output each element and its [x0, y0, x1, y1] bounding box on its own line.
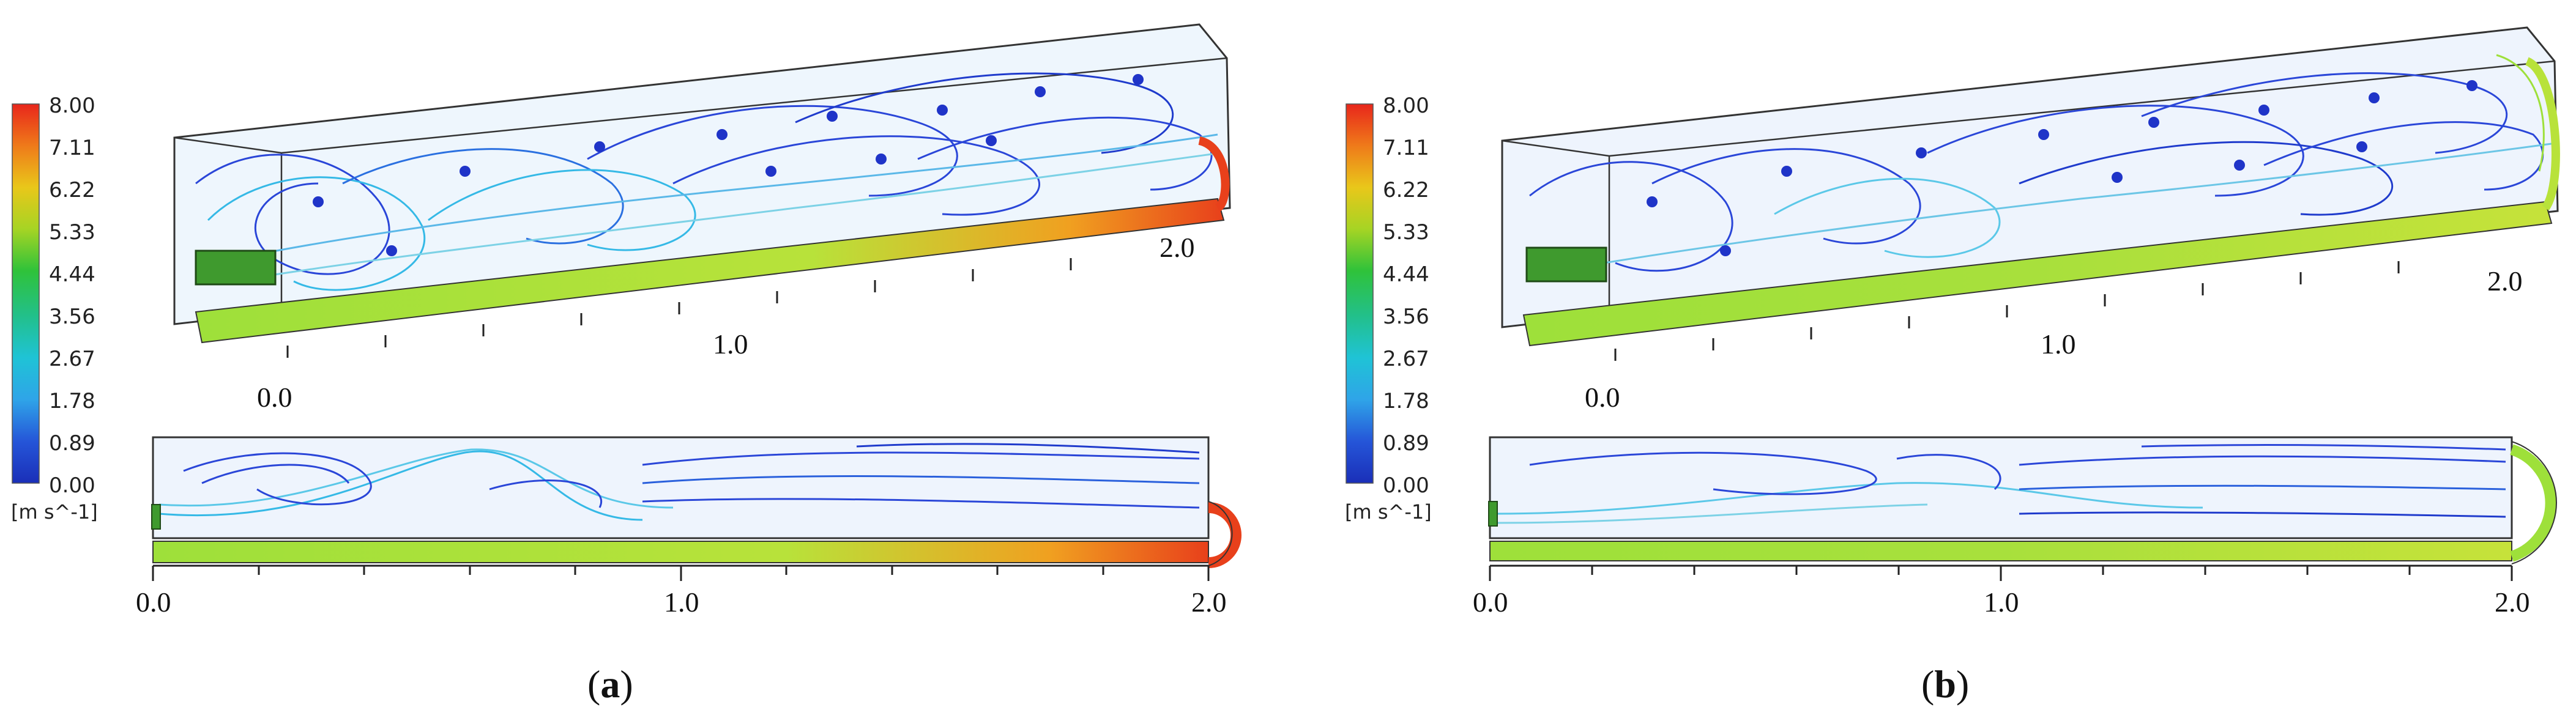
colorbar-a-tick-5: 3.56 [49, 305, 95, 329]
top-a-floor-jet [152, 541, 1209, 563]
colorbar-b-unit: [m s^-1] [1345, 500, 1432, 524]
colorbar-a-tick-1: 7.11 [49, 136, 95, 160]
iso-a-tick-0: 0.0 [257, 382, 292, 413]
colorbar-a-tick-7: 1.78 [49, 389, 95, 413]
colorbar-a-tick-3: 5.33 [49, 220, 95, 245]
iso-a-back-edge [174, 57, 1227, 312]
iso-a-floor-jet [195, 198, 1225, 344]
colorbar-b-tick-8: 0.89 [1383, 431, 1429, 456]
colorbar-a-tick-8: 0.89 [49, 431, 95, 456]
iso-b-tick-0: 0.0 [1585, 382, 1620, 413]
colorbar-a-tick-6: 2.67 [49, 347, 95, 371]
panel-b-label: (b) [1921, 662, 1969, 706]
top-b-floor-jet [1489, 541, 2512, 561]
colorbar-b-tick-0: 8.00 [1383, 94, 1429, 118]
top-b-axis [1489, 564, 2513, 581]
colorbar-b-tick-7: 1.78 [1383, 389, 1429, 413]
iso-a-tick-2: 2.0 [1160, 232, 1195, 263]
top-a-axis [152, 564, 1210, 581]
top-a-box [152, 436, 1210, 539]
iso-a-bend [1197, 136, 1230, 212]
top-a-tick-2: 2.0 [1191, 587, 1227, 618]
colorbar-a-unit: [m s^-1] [11, 500, 98, 524]
top-view-b: 0.0 1.0 2.0 [1473, 436, 2557, 618]
colorbar-b-tick-9: 0.00 [1383, 473, 1429, 498]
top-b-bend-outline [2511, 441, 2557, 564]
iso-b-inlet [1525, 246, 1607, 283]
top-b-streamlines [1495, 444, 2506, 524]
top-b-bend [2510, 444, 2556, 562]
colorbar-a-tick-0: 8.00 [49, 94, 95, 118]
panel-a-label: (a) [587, 662, 633, 706]
top-a-inlet [151, 504, 161, 530]
colorbar-b-tick-3: 5.33 [1383, 220, 1429, 245]
iso-a-streamlines [195, 72, 1221, 291]
top-a-streamlines [158, 443, 1200, 521]
top-b-tick-1: 1.0 [1984, 587, 2019, 618]
iso-a-axis-ticks [286, 258, 1072, 358]
iso-b-back-edge [1502, 60, 2555, 315]
colorbar-b-tick-1: 7.11 [1383, 136, 1429, 160]
top-b-tick-0: 0.0 [1473, 587, 1508, 618]
top-a-tick-1: 1.0 [664, 587, 699, 618]
iso-b-axis-ticks [1614, 261, 2400, 361]
top-b-tick-2: 2.0 [2495, 587, 2530, 618]
isometric-view-a: 0.0 1.0 2.0 [173, 23, 1231, 413]
colorbar-b-tick-2: 6.22 [1383, 178, 1429, 202]
iso-b-floor-jet [1522, 201, 2553, 347]
colorbar-b: 8.00 7.11 6.22 5.33 4.44 3.56 2.67 1.78 … [1345, 94, 1432, 524]
colorbar-a-tick-9: 0.00 [49, 473, 95, 498]
iso-a-tick-1: 1.0 [713, 328, 748, 360]
colorbar-a-tick-2: 6.22 [49, 178, 95, 202]
panel-a: 8.00 7.11 6.22 5.33 4.44 3.56 2.67 1.78 … [11, 23, 1241, 706]
colorbar-b-gradient [1346, 103, 1374, 484]
top-a-bend-outline [1208, 501, 1233, 566]
top-view-a: 0.0 1.0 2.0 [136, 436, 1241, 618]
colorbar-a: 8.00 7.11 6.22 5.33 4.44 3.56 2.67 1.78 … [11, 94, 98, 524]
colorbar-b-ticks: 8.00 7.11 6.22 5.33 4.44 3.56 2.67 1.78 … [1383, 94, 1429, 498]
top-a-tick-0: 0.0 [136, 587, 171, 618]
top-b-inlet [1488, 501, 1498, 527]
iso-a-outline [173, 23, 1231, 325]
panel-b: 8.00 7.11 6.22 5.33 4.44 3.56 2.67 1.78 … [1345, 26, 2560, 706]
iso-b-tick-1: 1.0 [2041, 328, 2076, 360]
iso-b-outline [1501, 26, 2559, 328]
iso-b-arrows [1647, 80, 2477, 256]
isometric-view-b: 0.0 1.0 2.0 [1501, 26, 2560, 413]
colorbar-a-ticks: 8.00 7.11 6.22 5.33 4.44 3.56 2.67 1.78 … [49, 94, 95, 498]
iso-b-streamlines [1529, 54, 2552, 272]
colorbar-b-tick-5: 3.56 [1383, 305, 1429, 329]
iso-b-tick-2: 2.0 [2487, 265, 2523, 297]
iso-b-bend [2525, 57, 2560, 211]
iso-a-inlet [195, 250, 277, 286]
colorbar-a-gradient [12, 103, 40, 484]
colorbar-b-tick-4: 4.44 [1383, 262, 1429, 287]
colorbar-b-tick-6: 2.67 [1383, 347, 1429, 371]
iso-a-arrows [313, 74, 1144, 256]
colorbar-a-tick-4: 4.44 [49, 262, 95, 287]
